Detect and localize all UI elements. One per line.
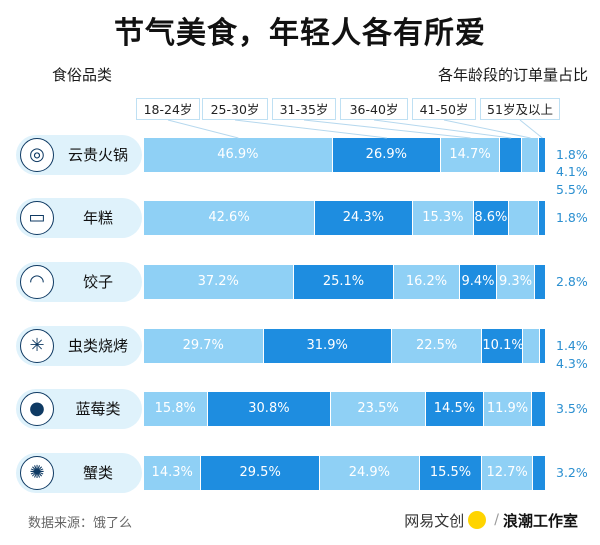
- category-label: 蓝莓类: [75, 400, 121, 418]
- bar-segment: 31.9%: [263, 329, 392, 363]
- category-label: 云贵火锅: [67, 146, 128, 164]
- leader-line: [443, 119, 531, 139]
- bar-segment: 15.3%: [412, 201, 475, 235]
- bar-segment: 42.6%: [144, 201, 316, 235]
- category-pill-0: ◎ 云贵火锅: [16, 135, 142, 175]
- bar-segment: 46.9%: [144, 138, 333, 172]
- data-label: 4.3%: [556, 356, 588, 371]
- bar-segment: 12.7%: [482, 456, 534, 490]
- data-label: 1.8%: [556, 147, 588, 162]
- data-label: 5.5%: [556, 182, 588, 197]
- category-pill-3: ✳ 虫类烧烤: [16, 326, 142, 366]
- bar-segment: [538, 138, 546, 172]
- category-pill-2: ◠ 饺子: [16, 262, 142, 302]
- brand-footer: 网易文创 / 浪潮工作室: [404, 508, 578, 532]
- bar-segment: [540, 329, 546, 363]
- brand-logo-icon: [468, 511, 487, 529]
- bar-segment: 11.9%: [484, 392, 532, 426]
- leader-line: [303, 119, 471, 139]
- legend-item-4: 41-50岁: [412, 98, 476, 120]
- bar-segment: 14.5%: [425, 392, 485, 426]
- bar-segment: 26.9%: [332, 138, 441, 172]
- bar-segment: [522, 138, 539, 172]
- brand-langchao: 浪潮工作室: [502, 511, 578, 530]
- data-label: 1.4%: [556, 338, 588, 353]
- legend-item-5: 51岁及以上: [480, 98, 560, 120]
- leader-line: [373, 119, 512, 139]
- hotpot-icon: ◎: [20, 138, 54, 172]
- bar-segment: [523, 329, 541, 363]
- brand-netease: 网易文创: [404, 511, 465, 530]
- bar-segment: 23.5%: [331, 392, 426, 426]
- bar-segment: 30.8%: [207, 392, 332, 426]
- bar-segment: 24.3%: [315, 201, 413, 235]
- bar-segment: 29.5%: [201, 456, 320, 490]
- category-label: 虫类烧烤: [67, 337, 128, 355]
- category-label: 年糕: [82, 209, 113, 227]
- bar-segment: [500, 138, 523, 172]
- leader-line: [519, 119, 543, 139]
- category-label: 蟹类: [82, 464, 113, 482]
- data-label: 3.2%: [556, 465, 588, 480]
- ricecake-icon: ▭: [20, 201, 54, 235]
- bar-segment: 14.3%: [144, 456, 202, 490]
- bar-segment: 8.6%: [474, 201, 509, 235]
- bar-segment: 15.8%: [144, 392, 208, 426]
- leader-line: [234, 119, 387, 139]
- bar-segment: 10.1%: [482, 329, 524, 363]
- dumpling-icon: ◠: [20, 265, 54, 299]
- chart-title: 节气美食，年轻人各有所爱: [114, 16, 486, 51]
- bar-segment: [508, 201, 539, 235]
- bar-segment: [534, 265, 546, 299]
- category-pill-5: ✺ 蟹类: [16, 453, 142, 493]
- value-axis-label: 各年龄段的订单量占比: [437, 66, 588, 84]
- bar-segment: 16.2%: [394, 265, 460, 299]
- brand-separator: /: [494, 512, 499, 528]
- category-axis-label: 食俗品类: [52, 66, 113, 84]
- bar-segment: 14.7%: [440, 138, 501, 172]
- bar-segment: [531, 392, 546, 426]
- bar-segment: 9.3%: [497, 265, 535, 299]
- data-label: 1.8%: [556, 210, 588, 225]
- blueberry-icon: ●: [20, 392, 54, 426]
- data-source: 数据来源：饿了么: [28, 516, 133, 531]
- bar-segment: 24.9%: [319, 456, 420, 490]
- insect-icon: ✳: [20, 329, 54, 363]
- legend-item-3: 36-40岁: [340, 98, 408, 120]
- bar-segment: 9.4%: [459, 265, 498, 299]
- bar-segment: 22.5%: [391, 329, 483, 363]
- legend-item-1: 25-30岁: [202, 98, 268, 120]
- bar-segment: 37.2%: [144, 265, 294, 299]
- bar-segment: [538, 201, 546, 235]
- bar-segment: 29.7%: [144, 329, 264, 363]
- bar-segment: 15.5%: [419, 456, 483, 490]
- crab-icon: ✺: [20, 456, 54, 490]
- data-label: 2.8%: [556, 274, 588, 289]
- category-label: 饺子: [82, 273, 113, 291]
- category-pill-4: ● 蓝莓类: [16, 389, 142, 429]
- leader-line: [167, 119, 239, 139]
- data-label: 3.5%: [556, 401, 588, 416]
- bar-segment: 25.1%: [293, 265, 395, 299]
- data-label: 4.1%: [556, 164, 588, 179]
- legend-item-0: 18-24岁: [136, 98, 200, 120]
- legend-item-2: 31-35岁: [272, 98, 336, 120]
- bar-segment: [533, 456, 546, 490]
- category-pill-1: ▭ 年糕: [16, 198, 142, 238]
